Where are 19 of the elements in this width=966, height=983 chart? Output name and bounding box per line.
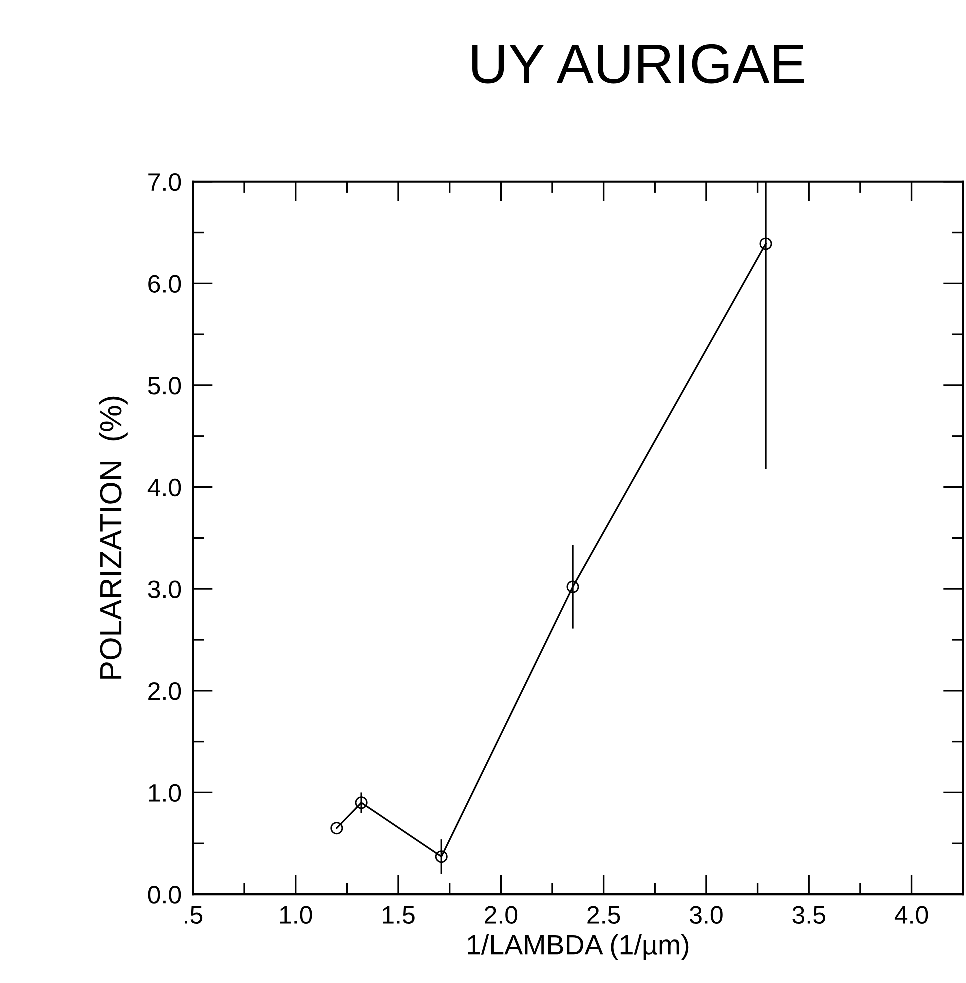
y-tick-label: 1.0 bbox=[149, 784, 182, 802]
x-tick-label: 4.0 bbox=[894, 906, 928, 924]
x-tick-label: 1.0 bbox=[280, 906, 312, 924]
y-tick-label: 4.0 bbox=[148, 478, 182, 497]
x-tick-label: 2.5 bbox=[588, 906, 620, 924]
x-tick-label: 1.5 bbox=[383, 906, 415, 924]
chart-title: UY AURIGAE bbox=[472, 44, 804, 84]
x-tick-label: .5 bbox=[185, 906, 203, 924]
x-tick-label: 3.0 bbox=[690, 906, 723, 924]
y-tick-label: 6.0 bbox=[148, 275, 182, 293]
y-tick-label: 5.0 bbox=[148, 377, 182, 395]
y-tick-label: 0.0 bbox=[148, 886, 182, 904]
y-axis-title: POLARIZATION (%) bbox=[99, 396, 128, 679]
x-tick-label: 3.5 bbox=[792, 906, 826, 924]
y-tick-label: 7.0 bbox=[148, 173, 182, 192]
x-tick-label: 2.0 bbox=[485, 906, 518, 924]
x-axis-title: 1/LAMBDA (1/µm) bbox=[468, 934, 689, 960]
y-tick-label: 3.0 bbox=[148, 580, 182, 598]
y-tick-label: 2.0 bbox=[148, 682, 182, 700]
